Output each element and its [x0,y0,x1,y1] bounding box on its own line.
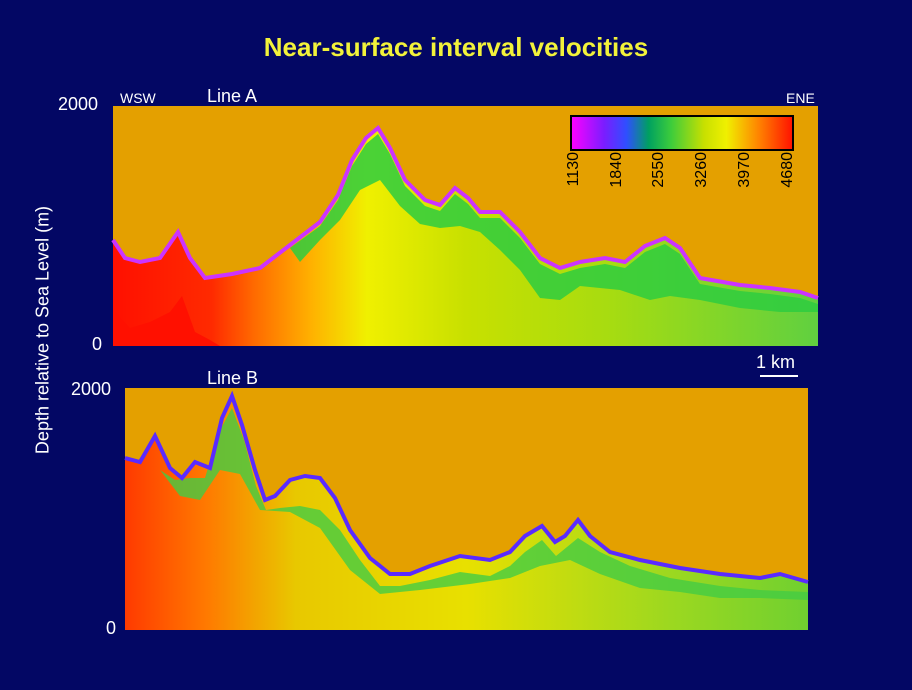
slide-title: Near-surface interval velocities [263,32,649,62]
ene-label: ENE [786,90,815,106]
panel-b-y-top: 2000 [71,379,112,399]
panel-a-y-top: 2000 [58,94,99,114]
colorbar [570,115,794,151]
scale-bar [760,375,798,377]
panel-b-section [124,388,809,630]
line-a-label: Line A [207,86,258,106]
colorbar-tick-5: 3970 [736,152,753,188]
colorbar-tick-1: 1130 [565,152,582,187]
panel-b-surface-line [124,390,809,584]
panel-b-y-bottom: 0 [106,618,117,638]
panel-a-red-zone [113,296,220,346]
panel-a-y-bottom: 0 [92,334,103,354]
colorbar-tick-4: 3260 [693,152,710,188]
colorbar-tick-2: 1840 [608,152,625,188]
scale-bar-label: 1 km [756,352,796,372]
panel-a-green-layer [290,134,818,312]
colorbar-tick-6: 4680 [779,152,796,188]
wsw-label: WSW [120,90,156,106]
panel-a-surface-line [111,124,819,300]
line-b-label: Line B [207,368,259,388]
panel-b-green-layer [160,408,808,600]
colorbar-tick-3: 2550 [650,152,667,188]
